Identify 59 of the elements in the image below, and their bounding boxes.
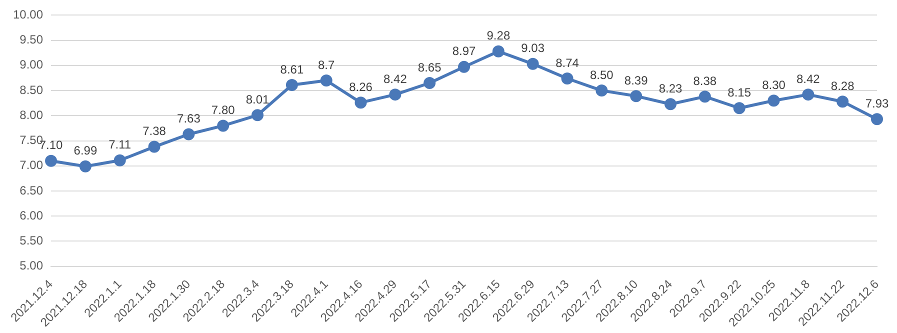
y-tick-label: 7.00 [20,158,44,172]
point [458,60,470,73]
data-label: 8.30 [762,78,786,92]
point [630,90,642,102]
y-tick-label: 6.00 [20,208,44,222]
data-label: 8.42 [796,72,820,86]
y-tick-label: 9.50 [20,32,44,47]
point [354,96,367,109]
data-label: 8.74 [556,56,580,70]
data-label: 8.38 [693,74,717,88]
data-label: 8.97 [452,44,476,58]
data-label: 8.50 [590,68,614,82]
data-label: 7.80 [211,103,236,118]
point [79,160,92,172]
data-label: 6.99 [74,144,98,158]
y-tick-label: 6.50 [20,183,44,198]
y-tick-label: 5.50 [20,234,44,248]
data-label: 8.23 [658,81,683,96]
point [526,58,539,70]
y-tick-label: 8.50 [20,82,44,97]
data-label: 7.11 [108,138,132,152]
point [114,154,126,166]
y-tick-label: 9.00 [20,58,44,72]
point [698,90,711,103]
data-label: 7.63 [177,112,201,126]
data-label: 8.28 [830,78,855,93]
point [733,102,746,114]
data-label: 7.93 [865,96,889,110]
point [424,77,436,90]
point [320,74,332,86]
point [802,88,814,101]
point [871,113,883,126]
y-tick-label: 5.00 [20,258,44,273]
data-label: 8.42 [384,72,408,86]
data-label: 8.65 [418,60,442,74]
point [596,84,608,97]
data-label: 8.15 [728,85,752,100]
point [252,109,264,122]
data-label: 8.39 [624,73,648,88]
data-label: 7.38 [142,124,166,138]
data-label: 9.03 [521,41,545,56]
data-label: 8.7 [318,58,336,72]
point [664,98,677,110]
point [836,96,849,108]
data-label: 8.01 [246,92,270,106]
y-tick-label: 10.00 [13,8,44,22]
point [217,120,230,132]
point [389,88,402,101]
y-tick-label: 8.00 [20,108,44,122]
point [286,79,298,92]
data-label: 8.61 [280,62,304,76]
point [148,140,160,153]
point [561,72,574,84]
data-label: 8.26 [349,80,373,94]
data-label: 9.28 [486,28,510,43]
point [182,128,195,140]
point [45,154,58,167]
point [768,94,780,107]
point [492,45,504,58]
